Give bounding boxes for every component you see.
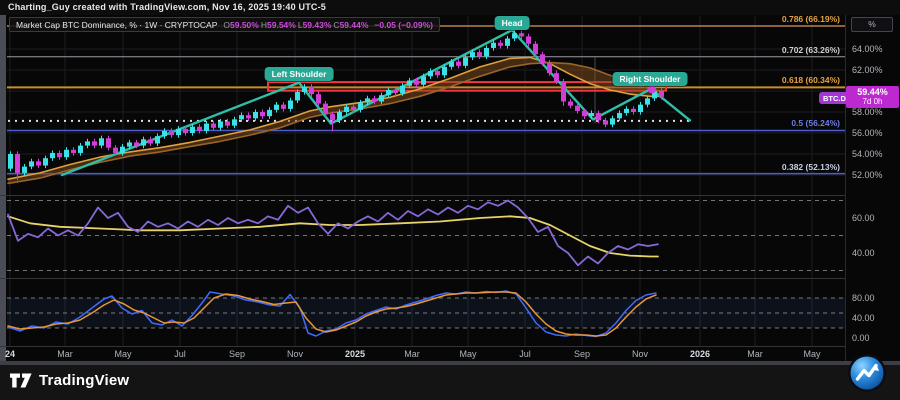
time-axis-label: Mar [747, 349, 763, 359]
stoch-axis-label: 80.00 [852, 293, 875, 303]
ohlc-value: 59.44% [339, 19, 369, 30]
time-axis-label: May [803, 349, 821, 359]
time-axis-label: May [114, 349, 132, 359]
tradingview-wordmark: TradingView [39, 372, 130, 389]
time-axis-label: 2025 [344, 349, 366, 359]
ohlc-key: L [297, 19, 303, 30]
chart-attribution-title: Charting_Guy created with TradingView.co… [0, 0, 900, 15]
fib-level-label[interactable]: 0.702 (63.26%) [781, 44, 840, 55]
price-axis-label: 64.00% [852, 44, 883, 54]
fib-level-label[interactable]: 0.5 (56.24%) [791, 118, 840, 129]
ohlc-values: O59.50% H59.54% L59.43% C59.44% [221, 20, 368, 30]
left-shoulder-label[interactable]: Left Shoulder [264, 67, 334, 81]
chart-frame-bottom [0, 361, 900, 365]
symbol-title: Market Cap BTC Dominance, % · 1W · CRYPT… [16, 19, 218, 30]
current-price-badge: 59.44% 7d 0h [846, 86, 899, 108]
time-axis-label: 24 [4, 349, 15, 359]
rsi-axis-label: 40.00 [852, 248, 875, 258]
panel-separator-rsi[interactable] [0, 195, 845, 196]
ohlc-key: C [333, 19, 340, 30]
percent-scale-button[interactable]: % [851, 17, 893, 32]
chart-background[interactable] [0, 15, 900, 363]
ohlc-value: 59.54% [267, 19, 296, 30]
time-axis-label: Mar [404, 349, 420, 359]
footer-bar [0, 365, 900, 400]
publisher-avatar-logo[interactable] [846, 352, 888, 399]
time-axis-label: Jul [519, 349, 531, 359]
symbol-legend[interactable]: Market Cap BTC Dominance, % · 1W · CRYPT… [9, 17, 441, 32]
time-axis-label: Mar [57, 349, 73, 359]
time-axis-label: 2026 [689, 349, 711, 359]
bar-countdown: 7d 0h [862, 97, 883, 106]
time-axis-label: May [459, 349, 477, 359]
stoch-axis-label: 40.00 [852, 313, 875, 323]
fib-level-label[interactable]: 0.786 (66.19%) [781, 14, 840, 24]
price-axis-label: 58.00% [852, 107, 883, 117]
tradingview-logo-icon [10, 373, 32, 388]
rsi-axis-label: 60.00 [852, 213, 875, 223]
head-label[interactable]: Head [494, 16, 530, 30]
fib-level-label[interactable]: 0.382 (52.13%) [781, 161, 840, 172]
ohlc-value: 59.50% [230, 19, 259, 30]
btcd-symbol-badge[interactable]: BTC.D [819, 92, 850, 104]
price-axis-separator [845, 15, 846, 361]
time-axis-label: Sep [573, 349, 590, 359]
chart-frame-left [0, 15, 6, 363]
panel-separator-stoch[interactable] [0, 278, 845, 279]
time-axis-separator [0, 346, 845, 347]
stoch-axis-label: 0.00 [852, 333, 870, 343]
price-axis-label: 52.00% [852, 170, 883, 180]
price-axis-label: 56.00% [852, 128, 883, 138]
tradingview-logo[interactable]: TradingView [10, 372, 129, 389]
current-price-value: 59.44% [857, 87, 888, 97]
time-axis-label: Nov [286, 349, 303, 359]
fib-level-label[interactable]: 0.618 (60.34%) [781, 75, 840, 86]
time-axis-label: Jul [174, 349, 186, 359]
ohlc-key: H [260, 19, 267, 30]
right-shoulder-label[interactable]: Right Shoulder [612, 72, 688, 86]
price-axis-label: 54.00% [852, 149, 883, 159]
time-axis-label: Sep [228, 349, 245, 359]
ohlc-key: O [223, 19, 231, 30]
time-axis-label: Nov [631, 349, 648, 359]
change-value: −0.05 (−0.09%) [374, 19, 434, 30]
ohlc-value: 59.43% [302, 19, 332, 30]
price-axis-label: 62.00% [852, 65, 883, 75]
